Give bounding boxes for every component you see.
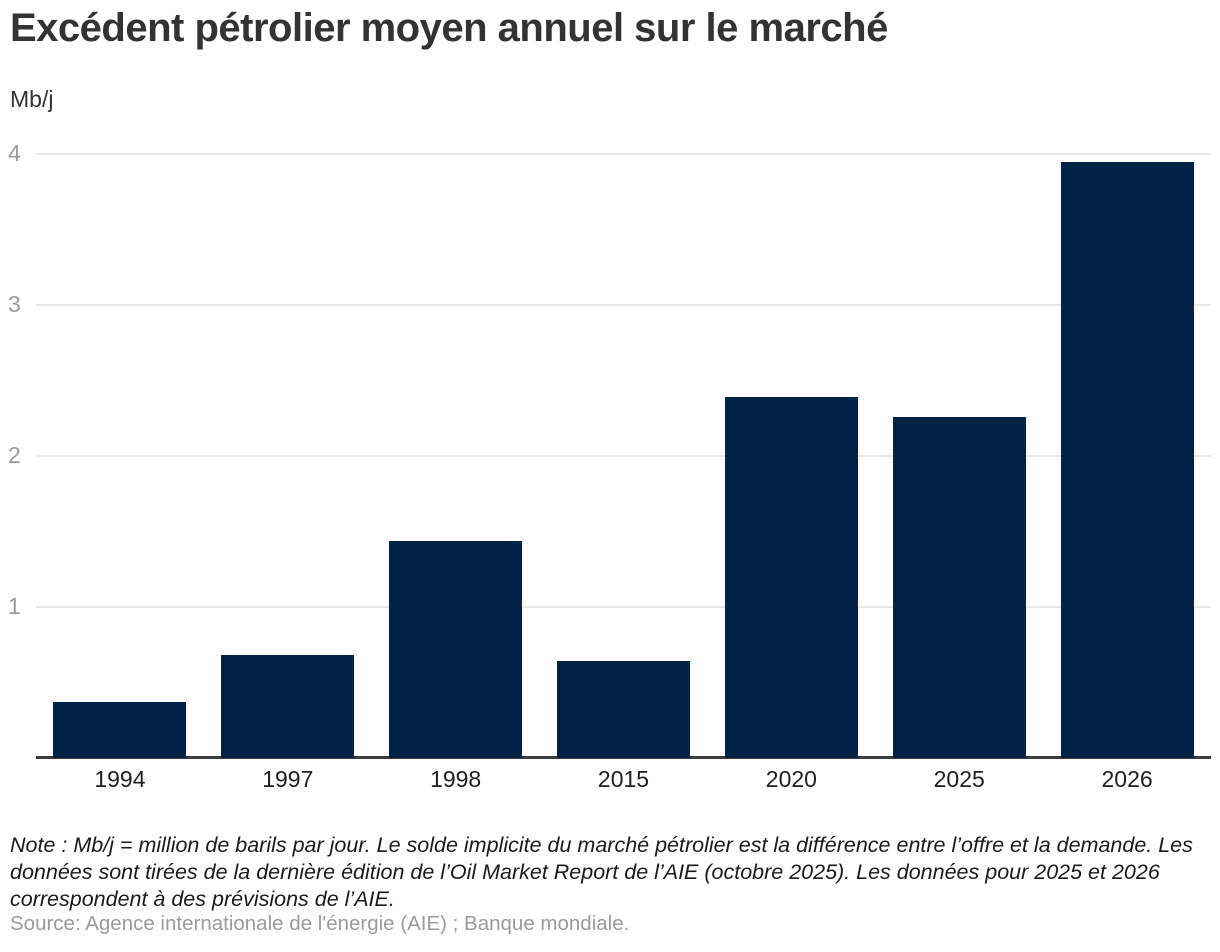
- x-axis-labels: 1994 1997 1998 2015 2020 2025 2026: [36, 766, 1211, 793]
- y-tick-label: 4: [8, 140, 21, 167]
- bar-2026: [1060, 162, 1194, 758]
- x-tick-label-2026: 2026: [1101, 766, 1153, 792]
- y-tick-label: 2: [8, 442, 21, 469]
- gridline-y-1: 1: [8, 593, 1211, 619]
- x-tick-label-2020: 2020: [765, 766, 817, 792]
- y-tick-label: 1: [8, 593, 21, 620]
- y-tick-label: 3: [8, 291, 21, 318]
- bar-2025: [892, 417, 1026, 758]
- bar-2015: [557, 661, 690, 758]
- x-tick-label-1997: 1997: [262, 766, 314, 792]
- y-axis-unit-label: Mb/j: [10, 86, 54, 112]
- plot-area: 1 2 3 4: [8, 127, 1211, 759]
- bar-1998: [389, 541, 523, 758]
- x-tick-label-1998: 1998: [430, 766, 482, 792]
- note-text: Note : Mb/j = million de barils par jour…: [10, 833, 1193, 911]
- bar-2020: [724, 397, 858, 758]
- bar-1994: [53, 702, 187, 758]
- gridline-y-3: 3: [8, 291, 1211, 317]
- x-tick-label-1994: 1994: [94, 766, 146, 792]
- source-text: Source: Agence internationale de l'énerg…: [10, 912, 630, 935]
- gridline-y-4: 4: [8, 140, 1211, 166]
- gridline-y-2: 2: [8, 442, 1211, 468]
- bar-1997: [221, 655, 355, 758]
- chart-title: Excédent pétrolier moyen annuel sur le m…: [10, 6, 888, 50]
- x-tick-label-2025: 2025: [933, 766, 985, 792]
- x-tick-label-2015: 2015: [597, 766, 650, 792]
